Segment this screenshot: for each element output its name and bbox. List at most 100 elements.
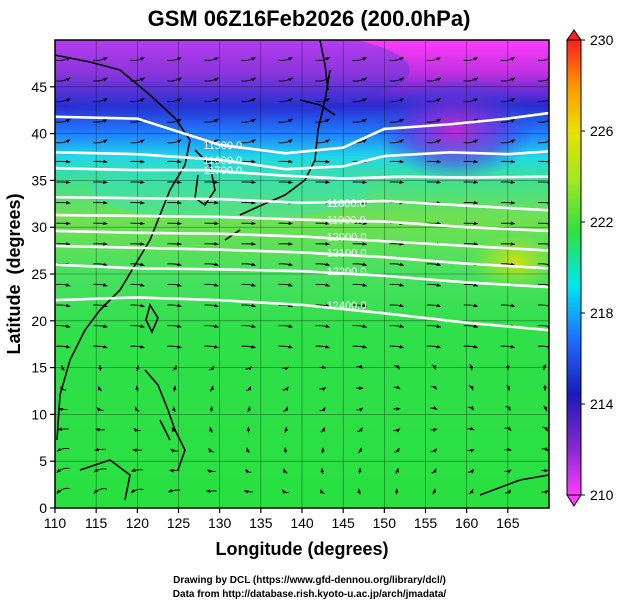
wind-arrow-10 bbox=[426, 56, 442, 61]
wind-arrow-123 bbox=[463, 221, 479, 226]
wind-arrow-68 bbox=[500, 139, 516, 144]
colorbar-tick-label-4: 214 bbox=[590, 396, 614, 412]
wind-arrow-201 bbox=[241, 344, 256, 349]
coastline-philippines bbox=[144, 369, 186, 471]
wind-arrow-90 bbox=[278, 180, 293, 184]
wind-arrow-180 bbox=[500, 303, 516, 308]
wind-arrow-237 bbox=[543, 384, 547, 392]
wind-arrow-18 bbox=[204, 77, 219, 82]
x-tick-label-2: 120 bbox=[126, 515, 150, 531]
wind-arrow-178 bbox=[426, 303, 442, 308]
wind-arrow-246 bbox=[356, 407, 364, 412]
wind-arrow-236 bbox=[506, 384, 511, 392]
wind-arrow-95 bbox=[463, 180, 479, 184]
wind-arrow-233 bbox=[393, 385, 401, 390]
wind-arrow-221 bbox=[469, 364, 474, 371]
x-tick-label-1: 115 bbox=[85, 515, 108, 531]
wind-arrow-146 bbox=[278, 262, 293, 266]
wind-arrow-147 bbox=[315, 262, 331, 266]
wind-arrow-34 bbox=[278, 98, 293, 103]
wind-arrow-119 bbox=[315, 221, 331, 226]
wind-arrow-284 bbox=[206, 469, 216, 474]
wind-arrow-245 bbox=[319, 406, 326, 412]
wind-arrow-179 bbox=[463, 303, 479, 308]
wind-arrow-55 bbox=[537, 118, 549, 123]
wind-arrow-145 bbox=[241, 262, 256, 266]
wind-arrow-273 bbox=[321, 447, 325, 454]
wind-arrow-270 bbox=[208, 447, 215, 453]
wind-arrow-76 bbox=[278, 159, 293, 164]
wind-arrow-256 bbox=[209, 426, 214, 433]
wind-arrow-164 bbox=[426, 283, 442, 287]
wind-arrow-118 bbox=[278, 221, 293, 226]
wind-arrow-30 bbox=[130, 98, 145, 103]
wind-arrow-135 bbox=[389, 242, 405, 246]
wind-arrow-11 bbox=[463, 56, 479, 61]
wind-arrow-156 bbox=[130, 283, 145, 287]
colorbar-ticks: 230 226 222 218 214 210 bbox=[581, 32, 614, 503]
contour-label-6: 12100.0 bbox=[327, 247, 367, 259]
x-tick-label-5: 135 bbox=[249, 515, 273, 531]
wind-arrow-75 bbox=[241, 159, 256, 164]
wind-arrow-208 bbox=[500, 344, 516, 349]
x-tick-label-4: 130 bbox=[208, 515, 232, 531]
credit-data: Data from http://database.rish.kyoto-u.a… bbox=[172, 589, 447, 600]
wind-arrow-261 bbox=[393, 427, 401, 433]
wind-arrow-263 bbox=[467, 426, 475, 431]
contour-label-2: 11700.0 bbox=[203, 165, 242, 177]
wind-arrow-13 bbox=[537, 56, 549, 61]
wind-arrow-217 bbox=[319, 365, 327, 369]
wind-arrow-132 bbox=[278, 242, 293, 246]
wind-arrow-31 bbox=[167, 98, 182, 103]
wind-arrow-29 bbox=[93, 98, 108, 103]
contour-line-2 bbox=[55, 166, 549, 180]
wind-arrow-230 bbox=[282, 386, 289, 392]
wind-arrow-33 bbox=[241, 98, 256, 103]
wind-arrow-253 bbox=[95, 428, 105, 432]
colorbar-gradient bbox=[566, 39, 582, 496]
credit-drawing: Drawing by DCL (https://www.gfd-dennou.o… bbox=[173, 575, 446, 586]
heatmap-region-cyan-band bbox=[90, 160, 370, 220]
wind-arrow-51 bbox=[389, 118, 405, 123]
wind-arrow-260 bbox=[356, 427, 363, 433]
wind-arrow-115 bbox=[167, 221, 182, 226]
wind-arrow-170 bbox=[130, 303, 145, 308]
wind-arrow-302 bbox=[357, 488, 362, 495]
wind-arrow-125 bbox=[537, 221, 549, 226]
wind-arrow-176 bbox=[352, 303, 368, 308]
wind-arrow-158 bbox=[204, 283, 219, 287]
wind-arrow-150 bbox=[426, 262, 442, 266]
wind-arrow-231 bbox=[319, 387, 327, 392]
wind-arrow-124 bbox=[500, 221, 516, 226]
wind-arrow-210 bbox=[60, 365, 66, 371]
wind-arrow-169 bbox=[93, 303, 108, 308]
x-tick-label-6: 140 bbox=[290, 515, 314, 531]
y-tick-label-1: 5 bbox=[39, 453, 47, 469]
y-tick-label-0: 0 bbox=[39, 500, 47, 516]
chart-title: GSM 06Z16Feb2026 (200.0hPa) bbox=[148, 6, 471, 31]
wind-arrow-199 bbox=[167, 344, 182, 349]
wind-arrow-195 bbox=[537, 324, 549, 328]
colorbar-tick-label-0: 230 bbox=[590, 32, 614, 48]
wind-arrow-97 bbox=[537, 180, 549, 184]
wind-arrow-57 bbox=[93, 139, 108, 144]
wind-arrow-14 bbox=[56, 77, 71, 82]
wind-arrow-296 bbox=[130, 488, 144, 494]
wind-arrow-198 bbox=[130, 344, 145, 349]
contour-label-5: 12000.0 bbox=[327, 232, 367, 244]
contour-line-1 bbox=[55, 150, 549, 171]
wind-arrow-171 bbox=[167, 303, 182, 308]
wind-arrow-206 bbox=[426, 344, 442, 349]
wind-arrow-17 bbox=[167, 77, 182, 82]
wind-arrow-50 bbox=[352, 118, 368, 123]
wind-arrow-129 bbox=[167, 242, 182, 246]
wind-arrow-65 bbox=[389, 139, 405, 144]
wind-arrow-157 bbox=[167, 283, 182, 287]
wind-arrow-304 bbox=[432, 488, 437, 495]
wind-arrow-295 bbox=[93, 488, 107, 494]
wind-arrow-8 bbox=[352, 56, 368, 61]
wind-arrow-110 bbox=[500, 200, 516, 205]
wind-arrow-214 bbox=[208, 365, 215, 371]
